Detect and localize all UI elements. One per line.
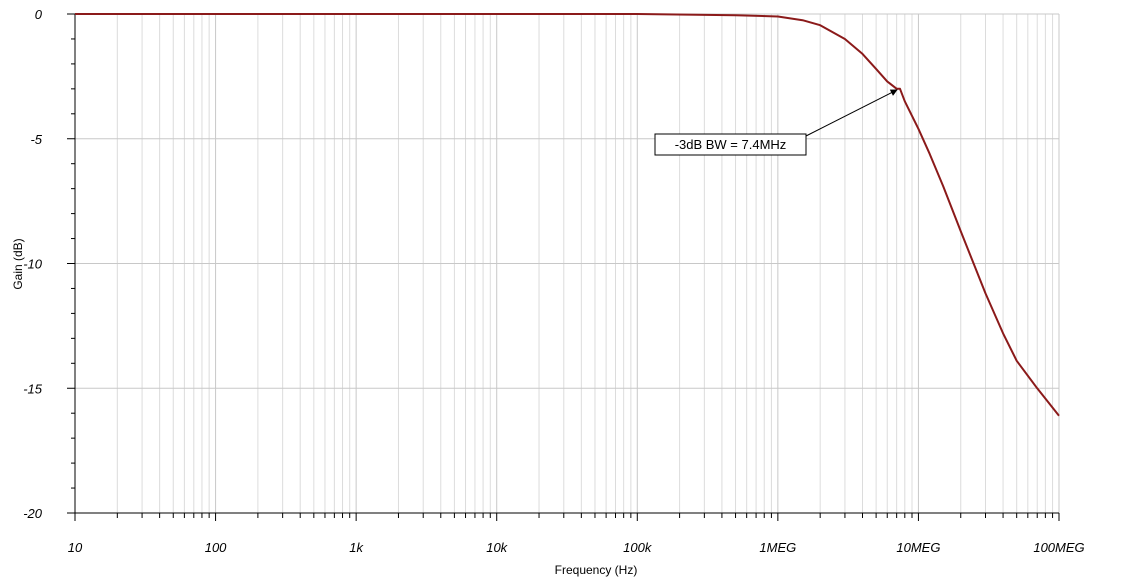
x-tick-label: 10MEG xyxy=(896,540,940,555)
x-tick-label: 100MEG xyxy=(1033,540,1084,555)
annotation-arrow xyxy=(805,89,898,137)
y-tick-label: 0 xyxy=(35,7,43,22)
annotation-label: -3dB BW = 7.4MHz xyxy=(675,137,787,152)
tick-labels: 10 100 1k 10k 100k 1MEG 10MEG 100MEG 0 -5 -10 -15 -2… xyxy=(23,7,1084,555)
annotation-box xyxy=(654,133,807,156)
x-axis-title: Frequency (Hz) xyxy=(555,563,638,577)
x-tick-label: 100 xyxy=(205,540,227,555)
y-tick-label: -15 xyxy=(23,381,43,396)
series-layer xyxy=(75,13,1060,417)
tick-marks xyxy=(67,13,1060,521)
x-tick-label: 10k xyxy=(486,540,508,555)
y-tick-label: -20 xyxy=(23,506,43,521)
annotations: -3dB BW = 7.4MHz xyxy=(654,89,898,156)
x-tick-label: 1MEG xyxy=(759,540,796,555)
x-tick-label: 100k xyxy=(623,540,653,555)
x-tick-label: 1k xyxy=(349,540,364,555)
y-tick-label: -10 xyxy=(23,257,43,272)
x-tick-label: 10 xyxy=(68,540,83,555)
series-line xyxy=(75,13,1060,417)
grid xyxy=(74,13,1060,514)
y-tick-label: -5 xyxy=(30,132,42,147)
y-axis-title: Gain (dB) xyxy=(11,238,25,289)
